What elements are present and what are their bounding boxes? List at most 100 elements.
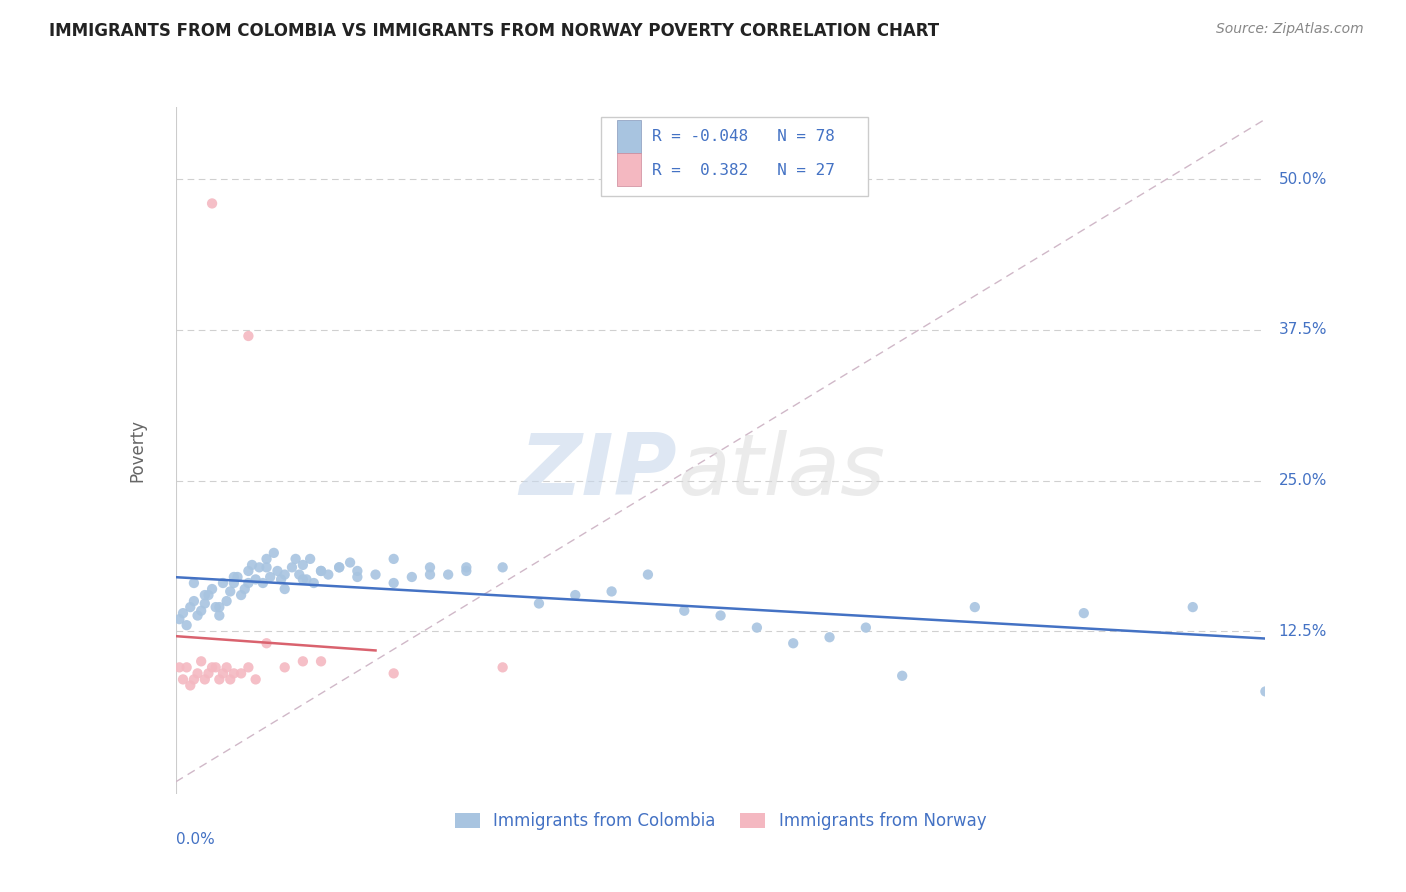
FancyBboxPatch shape: [617, 120, 641, 153]
Point: [346, 564, 368, 578]
Point: [208, 608, 231, 623]
Point: [309, 564, 332, 578]
Point: [364, 567, 387, 582]
Point: [1181, 600, 1204, 615]
Point: [186, 666, 209, 681]
Point: [281, 560, 304, 574]
Point: [256, 636, 278, 650]
Point: [179, 600, 201, 615]
Point: [710, 608, 733, 623]
Point: [186, 608, 209, 623]
Point: [190, 654, 212, 668]
Point: [745, 621, 768, 635]
Point: [238, 660, 260, 674]
Point: [252, 576, 274, 591]
Point: [270, 573, 292, 587]
Point: [288, 567, 311, 582]
Point: [212, 666, 235, 681]
Text: 25.0%: 25.0%: [1278, 473, 1327, 488]
Point: [190, 604, 212, 618]
Point: [274, 567, 297, 582]
Point: [339, 556, 361, 570]
Text: 50.0%: 50.0%: [1278, 172, 1327, 186]
Text: Poverty: Poverty: [128, 419, 146, 482]
Point: [527, 597, 550, 611]
Point: [238, 576, 260, 591]
Text: R = -0.048   N = 78: R = -0.048 N = 78: [652, 129, 835, 145]
Point: [176, 660, 198, 674]
Point: [179, 678, 201, 692]
Point: [256, 552, 278, 566]
Point: [201, 582, 224, 596]
Point: [201, 196, 224, 211]
Point: [456, 564, 478, 578]
Point: [291, 558, 314, 572]
Point: [291, 573, 314, 587]
Point: [437, 567, 460, 582]
Point: [492, 660, 515, 674]
Point: [346, 570, 368, 584]
Point: [183, 673, 205, 687]
Text: ZIP: ZIP: [519, 430, 678, 513]
Point: [302, 576, 325, 591]
Text: 37.5%: 37.5%: [1278, 323, 1327, 337]
Point: [215, 594, 238, 608]
Point: [274, 582, 297, 596]
Point: [172, 606, 194, 620]
Point: [194, 673, 217, 687]
Point: [208, 673, 231, 687]
Point: [295, 573, 318, 587]
Point: [201, 660, 224, 674]
Point: [219, 673, 242, 687]
Point: [245, 573, 267, 587]
Point: [1254, 684, 1277, 698]
Text: atlas: atlas: [678, 430, 884, 513]
Point: [263, 546, 285, 560]
Point: [231, 588, 253, 602]
Point: [284, 552, 307, 566]
Text: 12.5%: 12.5%: [1278, 624, 1327, 639]
Text: IMMIGRANTS FROM COLOMBIA VS IMMIGRANTS FROM NORWAY POVERTY CORRELATION CHART: IMMIGRANTS FROM COLOMBIA VS IMMIGRANTS F…: [49, 22, 939, 40]
Point: [231, 666, 253, 681]
Point: [169, 612, 191, 626]
Point: [456, 560, 478, 574]
Point: [291, 654, 314, 668]
Point: [194, 588, 217, 602]
Point: [318, 567, 340, 582]
Point: [204, 660, 226, 674]
FancyBboxPatch shape: [617, 153, 641, 186]
Point: [564, 588, 586, 602]
Legend: Immigrants from Colombia, Immigrants from Norway: Immigrants from Colombia, Immigrants fro…: [449, 805, 993, 837]
Point: [245, 673, 267, 687]
Point: [219, 584, 242, 599]
Text: Source: ZipAtlas.com: Source: ZipAtlas.com: [1216, 22, 1364, 37]
Point: [238, 564, 260, 578]
Point: [419, 567, 441, 582]
Point: [169, 660, 191, 674]
Text: 0.0%: 0.0%: [176, 831, 215, 847]
Point: [240, 558, 263, 572]
Point: [328, 560, 350, 574]
Point: [183, 594, 205, 608]
Point: [309, 564, 332, 578]
Point: [309, 654, 332, 668]
Point: [855, 621, 877, 635]
Point: [215, 660, 238, 674]
Point: [172, 673, 194, 687]
Point: [233, 582, 256, 596]
Point: [256, 560, 278, 574]
Point: [259, 570, 281, 584]
Point: [782, 636, 804, 650]
Point: [204, 600, 226, 615]
Point: [401, 570, 423, 584]
Point: [1073, 606, 1095, 620]
Point: [197, 588, 219, 602]
Point: [238, 329, 260, 343]
Point: [382, 576, 405, 591]
Point: [266, 564, 288, 578]
Point: [382, 666, 405, 681]
Point: [226, 570, 249, 584]
Point: [208, 600, 231, 615]
Point: [183, 576, 205, 591]
Point: [222, 666, 245, 681]
